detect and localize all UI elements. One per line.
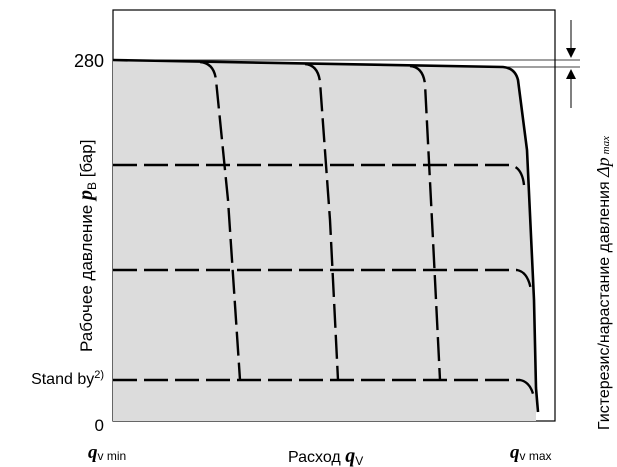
pressure-curve-standby (113, 378, 536, 399)
operating-area (113, 60, 536, 421)
tick-280: 280 (74, 51, 104, 71)
tick-standby: Stand by2) (31, 369, 104, 388)
tick-zero: 0 (95, 416, 104, 435)
hysteresis-label: Гистерезис/нарастание давления Δpmax (593, 136, 613, 430)
flow-curve-2 (304, 62, 340, 381)
dashed-flow-curves (199, 60, 442, 381)
dashed-pressure-curves (113, 163, 536, 399)
x-tick-qv-max: qv max (510, 442, 552, 463)
pressure-curve-high (113, 163, 526, 186)
x-tick-qv-min: qv min (88, 442, 126, 463)
pressure-curve-mid (113, 268, 533, 291)
flow-curve-1 (199, 60, 242, 381)
hysteresis-arrows (566, 20, 576, 108)
y-axis-label: Рабочее давление pB [бар] (75, 140, 99, 352)
max-characteristic-curve (112, 58, 540, 413)
x-axis-label: Расход qV (288, 445, 363, 467)
flow-curve-3 (409, 64, 442, 381)
